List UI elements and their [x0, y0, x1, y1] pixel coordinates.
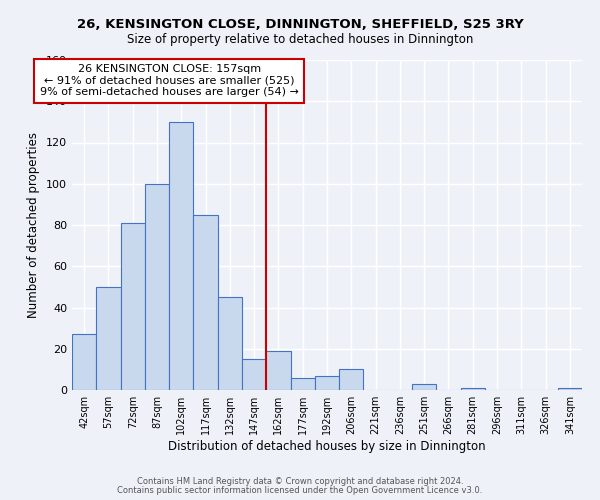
Bar — [412, 384, 436, 390]
Bar — [339, 370, 364, 390]
Text: Contains public sector information licensed under the Open Government Licence v3: Contains public sector information licen… — [118, 486, 482, 495]
Bar — [121, 223, 145, 390]
Text: 26 KENSINGTON CLOSE: 157sqm
← 91% of detached houses are smaller (525)
9% of sem: 26 KENSINGTON CLOSE: 157sqm ← 91% of det… — [40, 64, 299, 98]
Bar — [242, 359, 266, 390]
Bar — [266, 351, 290, 390]
Text: Contains HM Land Registry data © Crown copyright and database right 2024.: Contains HM Land Registry data © Crown c… — [137, 477, 463, 486]
Text: 26, KENSINGTON CLOSE, DINNINGTON, SHEFFIELD, S25 3RY: 26, KENSINGTON CLOSE, DINNINGTON, SHEFFI… — [77, 18, 523, 30]
Bar — [169, 122, 193, 390]
Bar — [461, 388, 485, 390]
Bar — [558, 388, 582, 390]
Text: Size of property relative to detached houses in Dinnington: Size of property relative to detached ho… — [127, 32, 473, 46]
Bar — [315, 376, 339, 390]
Bar — [96, 287, 121, 390]
Y-axis label: Number of detached properties: Number of detached properties — [28, 132, 40, 318]
Bar — [290, 378, 315, 390]
Bar — [72, 334, 96, 390]
Bar — [193, 214, 218, 390]
Bar — [145, 184, 169, 390]
X-axis label: Distribution of detached houses by size in Dinnington: Distribution of detached houses by size … — [168, 440, 486, 453]
Bar — [218, 297, 242, 390]
